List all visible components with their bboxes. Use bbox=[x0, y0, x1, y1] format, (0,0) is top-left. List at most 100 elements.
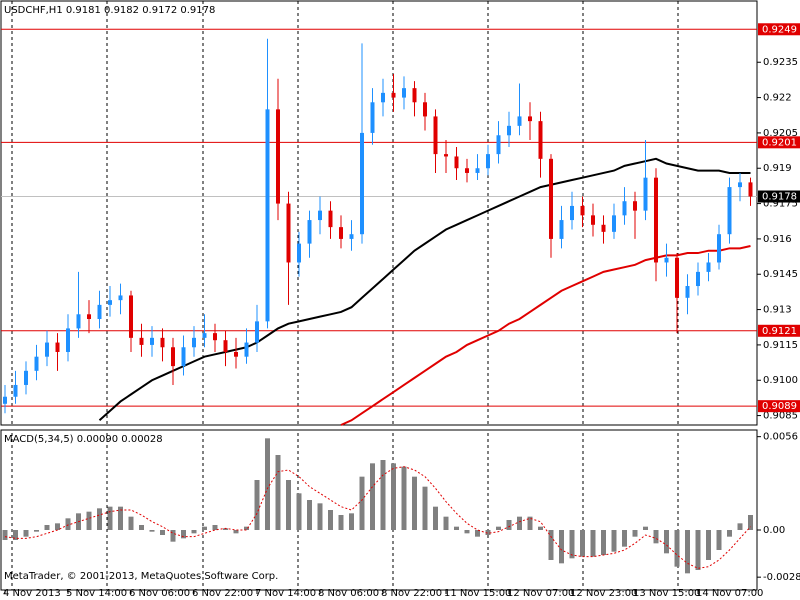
histogram-bar bbox=[370, 463, 375, 530]
candle-body bbox=[370, 102, 375, 133]
histogram-bar bbox=[643, 526, 648, 530]
candle-body bbox=[150, 337, 154, 345]
candle-body bbox=[423, 102, 427, 117]
histogram-bar bbox=[653, 530, 659, 544]
candle-body bbox=[381, 92, 385, 103]
histogram-bar bbox=[590, 530, 596, 557]
price-level-box bbox=[758, 324, 800, 337]
histogram-bar bbox=[401, 466, 407, 530]
candle-body bbox=[87, 314, 91, 319]
price-pane bbox=[0, 0, 758, 426]
moving-average bbox=[98, 157, 751, 422]
candle-body bbox=[118, 295, 123, 301]
histogram-bar bbox=[454, 526, 459, 530]
candle-body bbox=[108, 300, 112, 305]
histogram-bar bbox=[674, 530, 680, 567]
histogram-bar bbox=[317, 503, 323, 530]
price-level-box bbox=[758, 400, 800, 413]
histogram-bar bbox=[496, 526, 501, 530]
pane-separator bbox=[0, 426, 757, 430]
y-tick-label: 0.9115 bbox=[763, 340, 798, 351]
histogram-bar bbox=[233, 530, 239, 534]
histogram-bar bbox=[149, 530, 155, 532]
y-tick-label: 0.9205 bbox=[763, 128, 798, 139]
y-tick-label: -0.00283 bbox=[763, 572, 800, 583]
candle-body bbox=[465, 168, 469, 173]
candle-body bbox=[591, 215, 595, 225]
candle-body bbox=[538, 121, 543, 159]
candle-body bbox=[496, 135, 501, 155]
histogram-bar bbox=[212, 525, 218, 530]
candle-body bbox=[517, 116, 522, 126]
histogram-bar bbox=[296, 493, 302, 530]
histogram-bar bbox=[44, 525, 50, 530]
histogram-bar bbox=[65, 518, 71, 530]
candle-body bbox=[297, 243, 301, 263]
candle-body bbox=[454, 156, 459, 169]
candle-body bbox=[129, 295, 133, 338]
candle-body bbox=[559, 220, 564, 239]
histogram-bar bbox=[86, 511, 92, 530]
candle-body bbox=[244, 342, 249, 357]
histogram-bar bbox=[97, 508, 102, 530]
x-tick-label: 6 Nov 22:00 bbox=[192, 588, 253, 599]
histogram-bar bbox=[485, 530, 491, 535]
histogram-bar bbox=[632, 530, 638, 537]
histogram-bar bbox=[328, 510, 333, 530]
macd-pane bbox=[0, 429, 758, 591]
histogram-bar bbox=[727, 530, 732, 537]
candle-body bbox=[507, 125, 511, 136]
histogram-bar bbox=[475, 530, 480, 537]
y-tick-label: 0.9175 bbox=[763, 199, 798, 210]
histogram-bar bbox=[580, 530, 585, 557]
histogram-bar bbox=[223, 528, 228, 530]
candle-body bbox=[706, 262, 711, 272]
candle-body bbox=[433, 116, 438, 155]
y-tick-label: 0.922 bbox=[763, 93, 792, 104]
candle-body bbox=[412, 88, 417, 103]
histogram-bar bbox=[706, 530, 711, 560]
candle-body bbox=[181, 347, 186, 367]
y-tick-label: 0.9085 bbox=[763, 411, 798, 422]
x-tick-label: 6 Nov 06:00 bbox=[129, 588, 190, 599]
signal-line bbox=[4, 466, 751, 569]
candle-body bbox=[349, 234, 354, 239]
y-tick-label: 0.9100 bbox=[763, 375, 798, 386]
histogram-bar bbox=[391, 463, 396, 530]
histogram-bar bbox=[464, 530, 470, 534]
footer: MetaTrader, © 2001-2013, MetaQuotes Soft… bbox=[4, 571, 278, 582]
histogram-bar bbox=[380, 460, 386, 530]
price-level-label: 0.9201 bbox=[762, 137, 797, 148]
candle-body bbox=[549, 158, 553, 239]
candle-body bbox=[202, 333, 207, 338]
x-tick-label: 8 Nov 06:00 bbox=[318, 588, 379, 599]
x-tick-label: 5 Nov 14:00 bbox=[66, 588, 127, 599]
histogram-bar bbox=[538, 526, 543, 530]
price-level-label: 0.9089 bbox=[762, 401, 797, 412]
candle-body bbox=[612, 215, 616, 232]
candle-body bbox=[55, 342, 60, 352]
candle-body bbox=[360, 132, 364, 235]
candle-body bbox=[66, 328, 70, 352]
y-tick-label: 0.9145 bbox=[763, 269, 798, 280]
chart-title: USDCHF,H1 0.9181 0.9182 0.9172 0.9178 bbox=[4, 5, 215, 16]
histogram-bar bbox=[716, 530, 722, 550]
y-tick-label: 0.916 bbox=[763, 234, 792, 245]
x-tick-label: 8 Nov 22:00 bbox=[381, 588, 442, 599]
y-tick-label: 0.913 bbox=[763, 305, 792, 316]
histogram-bar bbox=[412, 476, 417, 530]
histogram-bar bbox=[527, 516, 533, 530]
histogram-bar bbox=[548, 530, 554, 560]
candle-body bbox=[34, 356, 39, 371]
histogram-bar bbox=[349, 513, 354, 530]
histogram-bar bbox=[160, 530, 165, 535]
candle-body bbox=[391, 92, 396, 98]
candle-body bbox=[318, 210, 322, 221]
candle-body bbox=[633, 201, 637, 211]
candle-body bbox=[307, 220, 312, 244]
candle-body bbox=[570, 205, 574, 221]
x-tick-label: 12 Nov 23:00 bbox=[570, 588, 637, 599]
candle-body bbox=[528, 116, 532, 122]
